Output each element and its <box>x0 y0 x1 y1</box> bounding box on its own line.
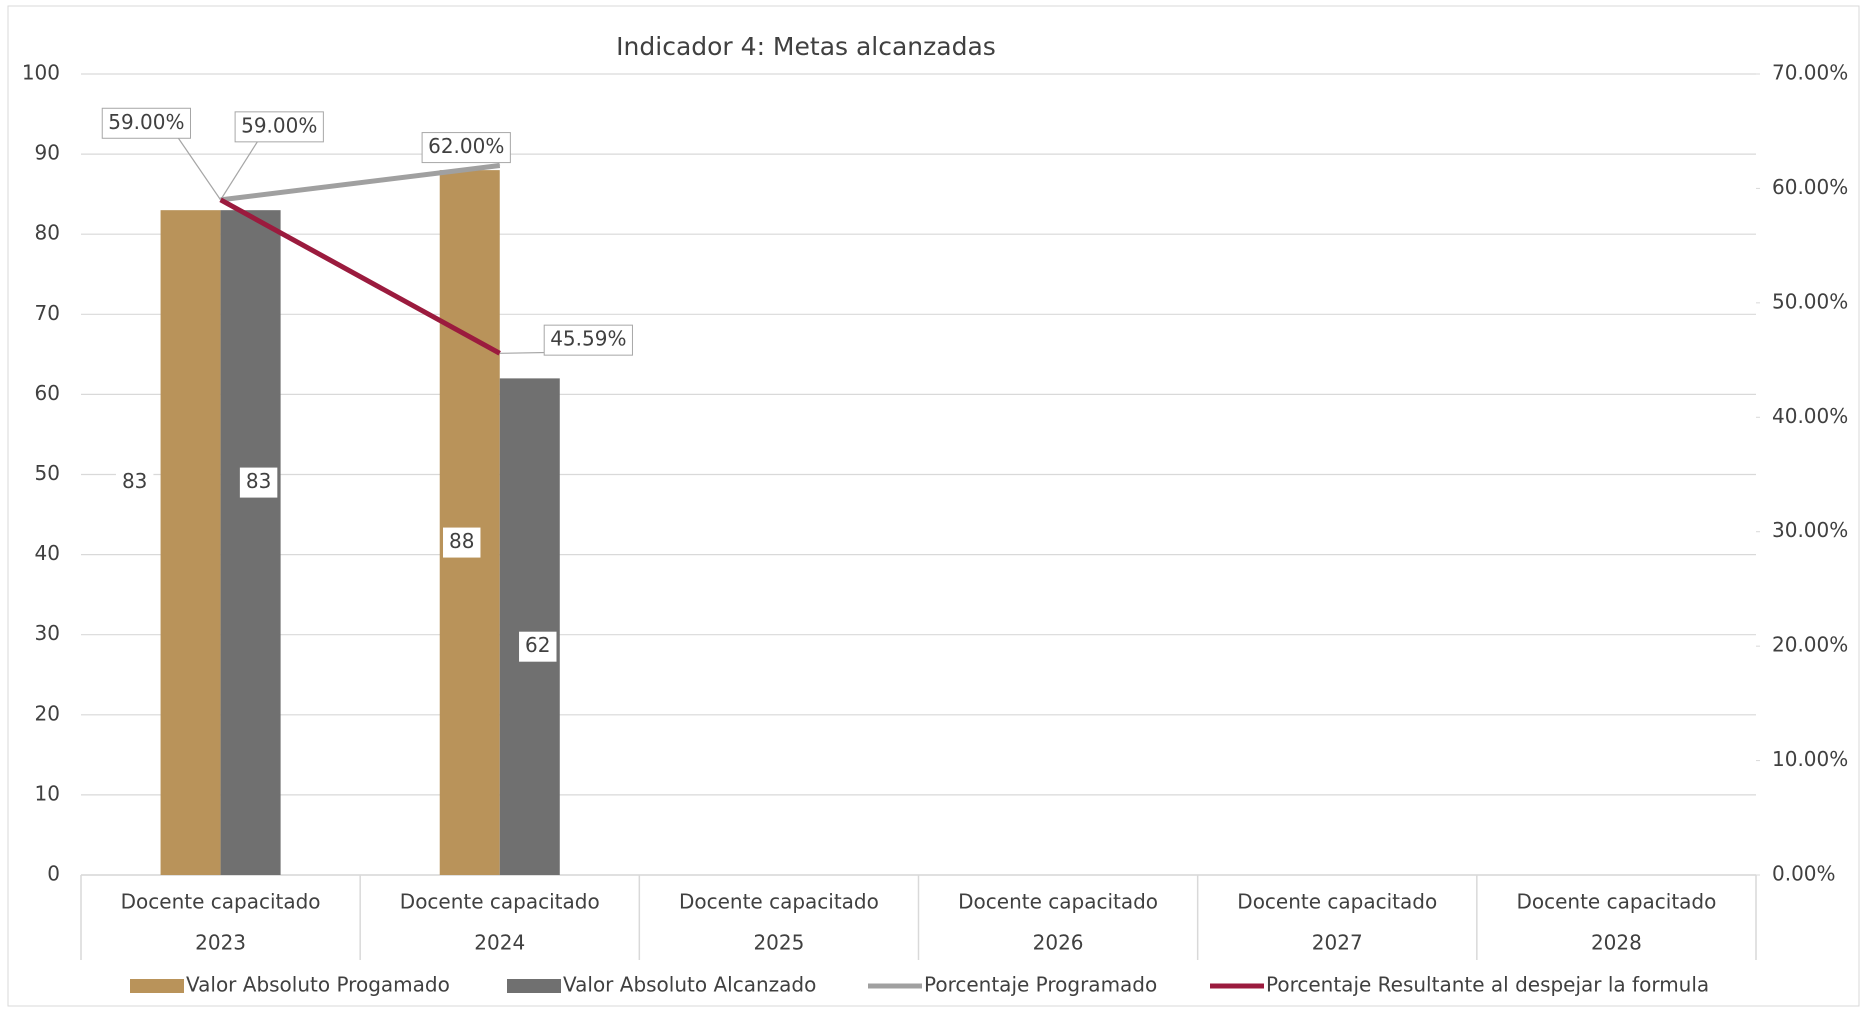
chart-title: Indicador 4: Metas alcanzadas <box>616 32 996 61</box>
data-label: 59.00% <box>241 113 317 137</box>
data-label-box <box>101 107 192 139</box>
y2-tick-label: 0.00% <box>1772 862 1836 886</box>
y2-tick-label: 20.00% <box>1772 633 1848 657</box>
data-label-box <box>421 132 511 164</box>
x-year-label: 2023 <box>195 931 246 955</box>
legend-label: Porcentaje Programado <box>924 973 1157 997</box>
legend-label: Porcentaje Resultante al despejar la for… <box>1266 973 1709 997</box>
leader-line <box>220 138 260 201</box>
y-tick-label: 0 <box>47 862 60 886</box>
line <box>219 197 501 356</box>
y-tick-label: 30 <box>35 621 60 645</box>
y-tick-label: 80 <box>35 221 60 245</box>
data-label: 62.00% <box>428 134 504 158</box>
y-tick-label: 60 <box>35 381 60 405</box>
y2-tick-label: 50.00% <box>1772 289 1848 313</box>
y-tick-label: 90 <box>35 141 60 165</box>
y2-tick-label: 70.00% <box>1772 61 1848 85</box>
x-tick-label: Docente capacitado <box>1237 890 1437 914</box>
x-year-label: 2027 <box>1312 931 1363 955</box>
data-label-box <box>115 467 154 498</box>
bar <box>439 170 500 875</box>
x-year-label: 2025 <box>753 931 804 955</box>
x-tick-label: Docente capacitado <box>679 890 879 914</box>
data-label-box <box>239 467 278 498</box>
leader-line <box>175 134 222 201</box>
data-label: 59.00% <box>108 110 184 134</box>
y-tick-label: 100 <box>22 61 60 85</box>
x-year-label: 2024 <box>474 931 525 955</box>
x-year-label: 2028 <box>1591 931 1642 955</box>
y-tick-label: 20 <box>35 701 60 725</box>
data-label: 88 <box>449 529 474 553</box>
line <box>220 163 501 203</box>
data-label-box <box>443 527 481 558</box>
data-label-box <box>519 631 557 662</box>
data-label-box <box>234 111 324 143</box>
legend-swatch <box>507 979 561 993</box>
y-tick-label: 50 <box>35 461 60 485</box>
x-tick-label: Docente capacitado <box>958 890 1158 914</box>
bar <box>499 378 560 875</box>
y-tick-label: 40 <box>35 541 60 565</box>
legend-label: Valor Absoluto Progamado <box>186 973 450 997</box>
y2-tick-label: 10.00% <box>1772 747 1848 771</box>
data-label: 45.59% <box>550 327 626 351</box>
data-label: 62 <box>525 633 550 657</box>
x-year-label: 2026 <box>1033 931 1084 955</box>
x-tick-label: Docente capacitado <box>400 890 600 914</box>
x-tick-label: Docente capacitado <box>1516 890 1716 914</box>
y2-tick-label: 60.00% <box>1772 175 1848 199</box>
bar <box>160 210 221 876</box>
y2-tick-label: 40.00% <box>1772 404 1848 428</box>
y-tick-label: 10 <box>35 781 60 805</box>
chart-frame <box>7 5 1860 1007</box>
y2-tick-label: 30.00% <box>1772 518 1848 542</box>
data-label: 83 <box>122 469 147 493</box>
x-tick-label: Docente capacitado <box>121 890 321 914</box>
data-label: 83 <box>246 469 271 493</box>
data-label-box <box>543 324 633 356</box>
bar <box>220 210 281 876</box>
legend-label: Valor Absoluto Alcanzado <box>563 973 816 997</box>
y-tick-label: 70 <box>35 301 60 325</box>
legend-swatch <box>130 979 184 993</box>
